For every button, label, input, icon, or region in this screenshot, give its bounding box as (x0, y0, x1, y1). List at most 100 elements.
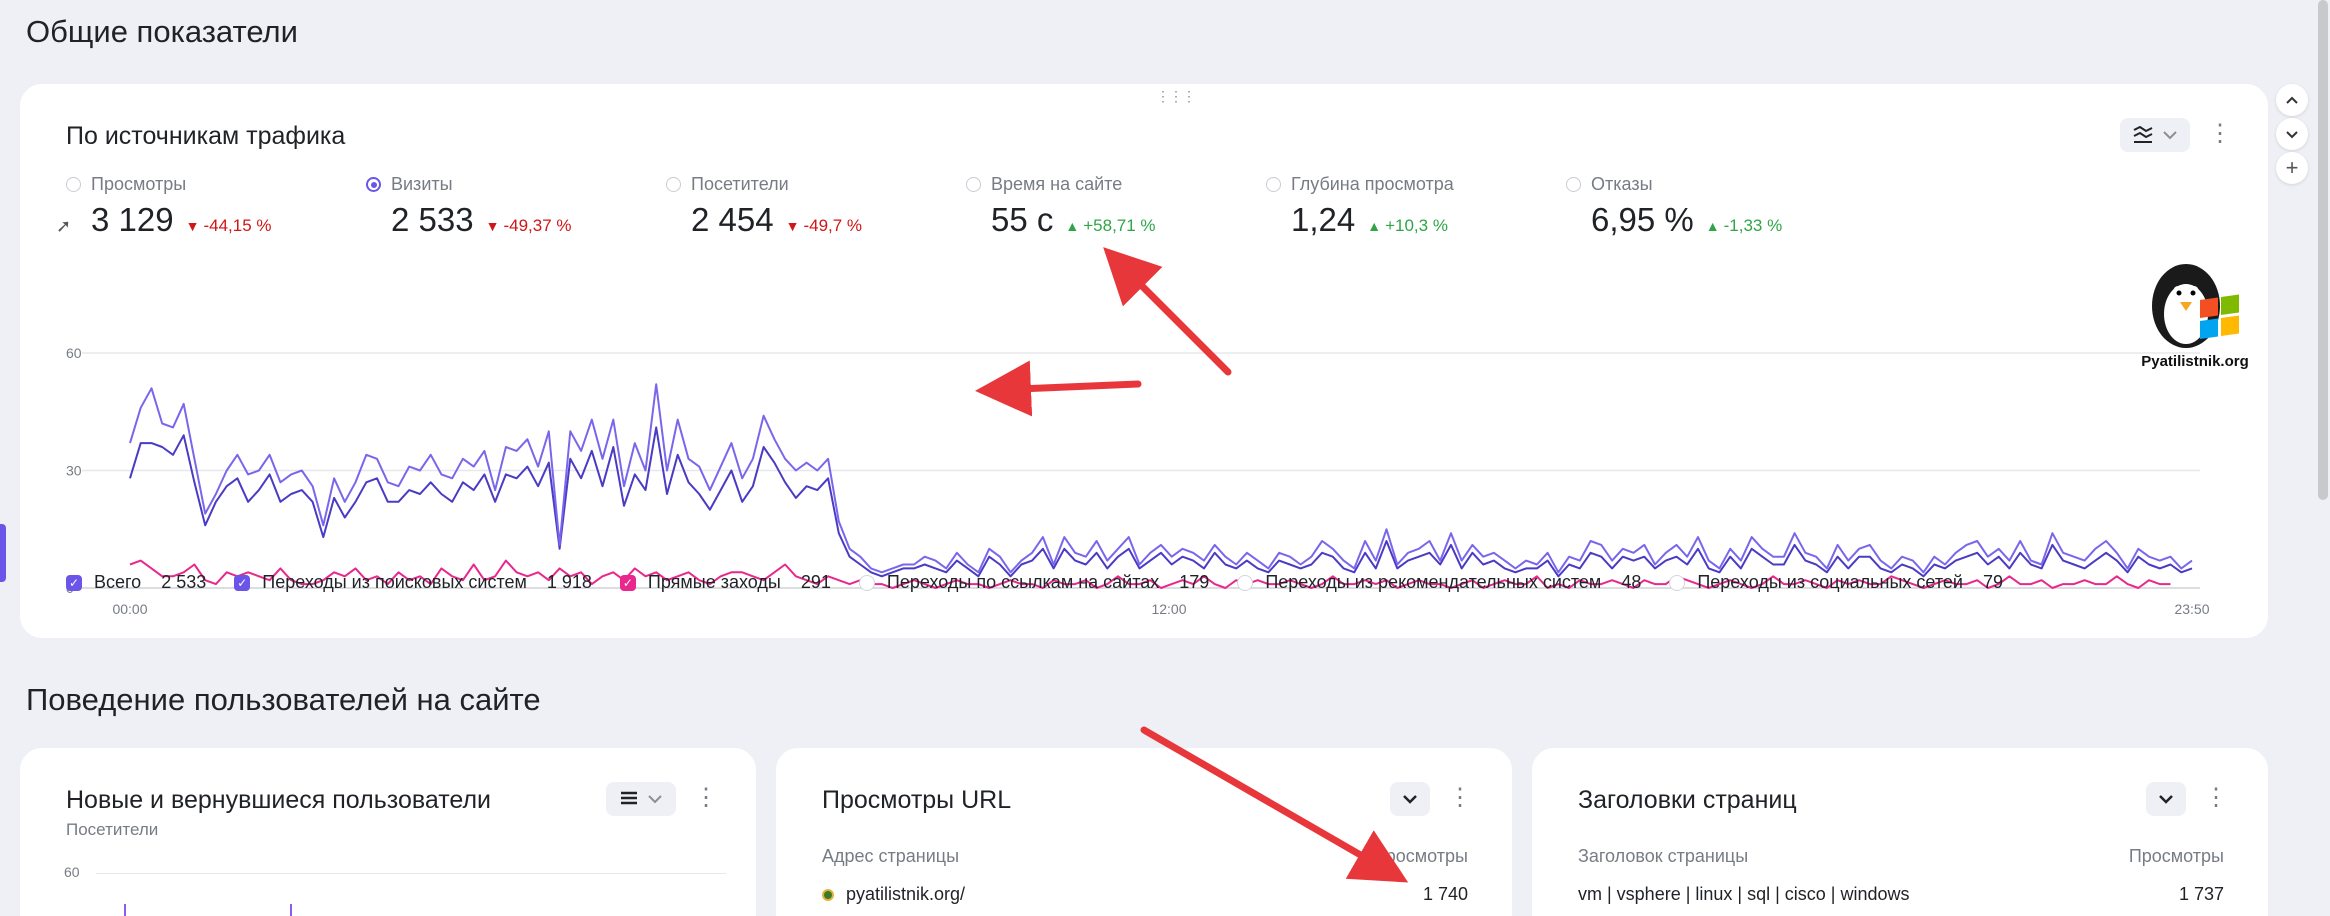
metric-value-row: 3 129 ▼ -44,15 % (66, 201, 272, 239)
chart-type-button[interactable] (2120, 118, 2190, 152)
checkbox-checked-icon[interactable]: ✓ (619, 574, 636, 591)
metric-value-row: 6,95 % ▲ -1,33 % (1566, 201, 1782, 239)
penguin-logo-icon (2152, 264, 2239, 348)
legend-item[interactable]: ✓ Всего 2 533 (66, 572, 206, 593)
expand-button[interactable] (1390, 782, 1430, 816)
traffic-sources-card: ⋮⋮⋮ По источникам трафика ⋮ Просмотры 3 1… (20, 84, 2268, 638)
metric-label-text: Отказы (1591, 174, 1653, 194)
legend-item[interactable]: Переходы из социальных сетей 79 (1669, 572, 2003, 593)
metric-5[interactable]: Отказы 6,95 % ▲ -1,33 % (1566, 174, 1782, 239)
legend-item[interactable]: Переходы по ссылкам на сайтах 179 (858, 572, 1210, 593)
metric-radio[interactable] (1566, 177, 1581, 192)
side-panel-tab[interactable] (0, 524, 6, 582)
metric-radio[interactable] (966, 177, 981, 192)
metric-label: Глубина просмотра (1266, 174, 1454, 195)
metric-3[interactable]: Время на сайте 55 с ▲ +58,71 % (966, 174, 1156, 239)
expand-button[interactable] (2146, 782, 2186, 816)
metric-radio[interactable] (366, 177, 381, 192)
metric-0[interactable]: Просмотры 3 129 ▼ -44,15 % (66, 174, 272, 239)
metric-value-row: 55 с ▲ +58,71 % (966, 201, 1156, 239)
triangle-down-icon: ▼ (485, 218, 500, 234)
series-line[interactable] (129, 559, 2171, 589)
metric-change: ▼ -49,37 % (485, 216, 572, 235)
chevron-down-icon (2286, 130, 2298, 138)
legend-item[interactable]: Переходы из рекомендательных систем 48 (1237, 572, 1641, 593)
legend-count: 179 (1179, 572, 1210, 592)
checkbox-empty-icon[interactable] (858, 574, 875, 591)
metric-value: 2 533 (391, 201, 474, 238)
chevron-up-icon (2286, 96, 2298, 104)
chevron-down-icon (2163, 131, 2177, 140)
metric-change: ▼ -44,15 % (185, 216, 272, 235)
metric-radio[interactable] (66, 177, 81, 192)
metric-label-text: Глубина просмотра (1291, 174, 1454, 194)
section-title-behavior: Поведение пользователей на сайте (26, 682, 541, 717)
gridline (96, 873, 726, 874)
checkbox-empty-icon[interactable] (1669, 574, 1686, 591)
card-title: Просмотры URL (822, 786, 1012, 814)
stacked-chart-icon (621, 791, 637, 805)
series-line[interactable] (129, 383, 2193, 574)
chevron-down-icon (1403, 795, 1417, 804)
add-widget-button[interactable]: + (2276, 152, 2308, 184)
legend-item[interactable]: ✓ Переходы из поисковых систем 1 918 (234, 572, 592, 593)
metric-4[interactable]: Глубина просмотра 1,24 ▲ +10,3 % (1266, 174, 1454, 239)
cursor-icon: ➚ (56, 216, 72, 236)
row-url-link[interactable]: pyatilistnik.org/ (846, 884, 966, 904)
x-tick-label: 00:00 (112, 601, 147, 617)
card-title: Заголовки страниц (1578, 786, 1797, 814)
legend-count: 2 533 (161, 572, 207, 592)
x-tick-label: 12:00 (1151, 601, 1186, 617)
metric-radio[interactable] (1266, 177, 1281, 192)
chart-type-button[interactable] (606, 782, 676, 816)
plus-icon: + (2285, 155, 2299, 180)
scrollbar-thumb[interactable] (2318, 0, 2328, 500)
triangle-up-icon: ▲ (1705, 218, 1720, 234)
legend-count: 48 (1621, 572, 1642, 592)
metric-radio[interactable] (666, 177, 681, 192)
card-title: По источникам трафика (66, 122, 346, 150)
more-options-icon[interactable]: ⋮ (2208, 120, 2232, 147)
legend-label: Переходы из рекомендательных систем (1265, 572, 1602, 592)
more-options-icon[interactable]: ⋮ (694, 784, 718, 811)
metric-1[interactable]: Визиты 2 533 ▼ -49,37 % (366, 174, 572, 239)
chevron-down-icon (2159, 795, 2173, 804)
checkbox-empty-icon[interactable] (1237, 574, 1254, 591)
watermark-logo: Pyatilistnik.org (2140, 256, 2250, 370)
metric-change: ▲ +10,3 % (1367, 216, 1448, 235)
metric-value: 1,24 (1291, 201, 1356, 238)
metric-2[interactable]: Посетители 2 454 ▼ -49,7 % (666, 174, 862, 239)
scroll-up-button[interactable] (2276, 84, 2308, 116)
series-line[interactable] (129, 426, 2193, 578)
x-tick-label: 23:50 (2174, 601, 2209, 617)
metric-label-text: Визиты (391, 174, 453, 194)
legend-label: Переходы из социальных сетей (1697, 572, 1963, 592)
legend-label: Переходы из поисковых систем (262, 572, 527, 592)
chart-lines-icon (2133, 126, 2153, 143)
metric-value: 55 с (991, 201, 1054, 238)
metric-value: 2 454 (691, 201, 774, 238)
chart-spike (124, 904, 126, 916)
checkbox-checked-icon[interactable]: ✓ (234, 574, 251, 591)
legend-count: 79 (1982, 572, 2003, 592)
metric-value: 3 129 (91, 201, 174, 238)
triangle-up-icon: ▲ (1367, 218, 1382, 234)
drag-handle[interactable]: ⋮⋮⋮ (1156, 88, 1196, 104)
legend-label: Всего (94, 572, 142, 592)
metric-value: 6,95 % (1591, 201, 1694, 238)
checkbox-checked-icon[interactable]: ✓ (66, 574, 82, 591)
chevron-down-icon (648, 795, 662, 804)
metric-label: Визиты (366, 174, 572, 195)
more-options-icon[interactable]: ⋮ (2204, 784, 2228, 811)
metric-change: ▲ -1,33 % (1705, 216, 1783, 235)
legend-item[interactable]: ✓ Прямые заходы 291 (619, 572, 831, 593)
metric-label: Посетители (666, 174, 862, 195)
legend-count: 291 (800, 572, 831, 592)
metric-label-text: Время на сайте (991, 174, 1123, 194)
scroll-down-button[interactable] (2276, 118, 2308, 150)
triangle-down-icon: ▼ (185, 218, 200, 234)
chart-spike (290, 904, 292, 916)
column-header-views: Просмотры (2128, 846, 2224, 866)
row-title-link[interactable]: vm | vsphere | linux | sql | cisco | win… (1578, 884, 1910, 904)
more-options-icon[interactable]: ⋮ (1448, 784, 1472, 811)
